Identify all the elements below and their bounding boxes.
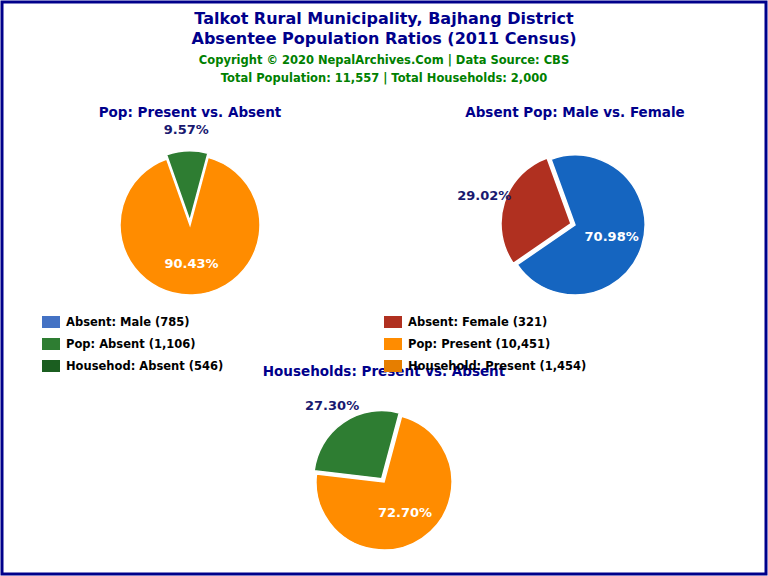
chart: Talkot Rural Municipality, Bajhang Distr… [0, 0, 768, 576]
legend-entry: Household: Present (1,454) [408, 359, 586, 373]
pie: Households: Present vs. Absent72.70%27.3… [263, 363, 506, 550]
pie: Pop: Present vs. Absent 90.43% 9.57% [99, 104, 282, 295]
pie-slice [501, 158, 571, 263]
data-label: 27.30% [305, 398, 359, 413]
annotation: Copyright © 2020 NepalArchives.Com | Dat… [199, 53, 569, 67]
legend-swatch [384, 360, 402, 372]
legend-swatch [42, 316, 60, 328]
data-label: 72.70% [378, 505, 432, 520]
pie-title: Pop: Present vs. Absent [99, 104, 282, 120]
legend-entry: Absent: Female (321) [408, 315, 547, 329]
data-label: 70.98% [585, 229, 639, 244]
subtitle: Absentee Population Ratios (2011 Census) [192, 29, 577, 48]
legend-swatch [42, 360, 60, 372]
data-label: 29.02% [457, 188, 511, 203]
legend-swatch [384, 316, 402, 328]
pie-slice [167, 151, 208, 221]
data-label: 9.57% [164, 122, 209, 137]
legend-entry: Househod: Absent (546) [66, 359, 223, 373]
legend-swatch [42, 338, 60, 350]
border [2, 2, 766, 574]
legend: Absent: Male (785) Absent: Female (321) Po… [42, 315, 586, 373]
pie-slice [314, 411, 399, 479]
title: Talkot Rural Municipality, Bajhang Distr… [194, 9, 574, 28]
legend-swatch [384, 338, 402, 350]
legend-entry: Pop: Absent (1,106) [66, 337, 196, 351]
legend-entry: Pop: Present (10,451) [408, 337, 550, 351]
annotation: Total Population: 11,557 | Total Househo… [221, 71, 547, 85]
pie: Absent Pop: Male vs. Female 70.98% 29.02% [457, 104, 684, 295]
data-label: 90.43% [164, 256, 218, 271]
legend-entry: Absent: Male (785) [66, 315, 190, 329]
pie-title: Absent Pop: Male vs. Female [465, 104, 684, 120]
